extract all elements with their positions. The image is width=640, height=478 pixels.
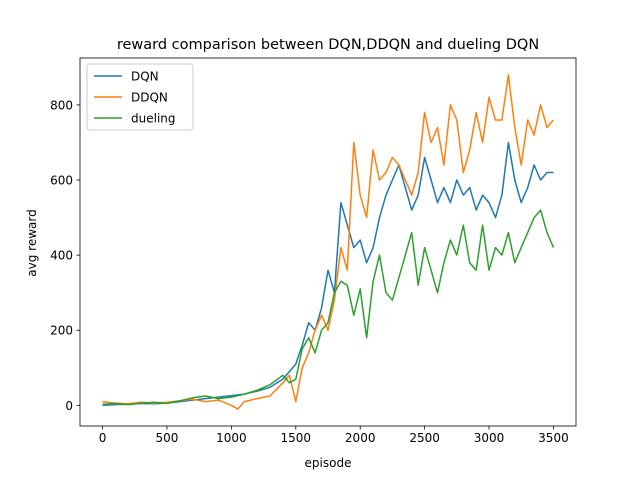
x-tick-label: 0	[99, 431, 107, 445]
y-tick-label: 0	[65, 399, 73, 413]
y-axis-label: avg reward	[25, 209, 39, 276]
x-tick-label: 2000	[345, 431, 376, 445]
legend-box	[86, 63, 194, 131]
series-line-dqn	[102, 141, 554, 407]
chart-title: reward comparison between DQN,DDQN and d…	[117, 37, 539, 53]
legend-label-ddqn: DDQN	[131, 91, 168, 105]
x-tick-label: 3500	[538, 431, 569, 445]
x-tick-label: 2500	[409, 431, 440, 445]
axes: 0 500 1000 1500 2000 2500 3000 3500 0 200 400 600 80…	[50, 57, 577, 445]
legend: DQN DDQN dueling	[86, 63, 194, 131]
x-tick-label: 3000	[474, 431, 505, 445]
x-tick-label: 1000	[216, 431, 247, 445]
y-tick-label: 600	[50, 174, 73, 188]
series-line-ddqn	[102, 74, 555, 410]
legend-label-dqn: DQN	[131, 70, 159, 84]
y-tick-label: 400	[50, 249, 73, 263]
y-tick-label: 200	[50, 324, 73, 338]
y-tick-label: 800	[50, 98, 73, 112]
x-axis-label: episode	[305, 456, 352, 470]
plot-frame	[79, 57, 577, 427]
x-tick-label: 1500	[281, 431, 312, 445]
plot-area	[102, 74, 555, 410]
x-tick-label: 500	[156, 431, 179, 445]
series-line-dueling	[102, 209, 555, 406]
legend-label-dueling: dueling	[131, 112, 176, 126]
